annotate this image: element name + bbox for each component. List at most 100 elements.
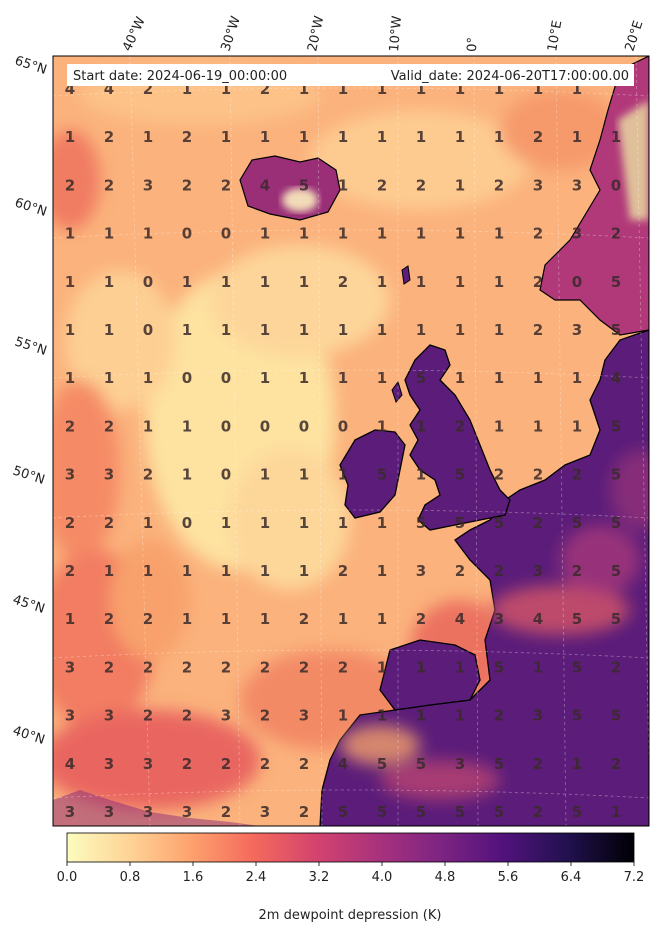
colorbar-ticks: 0.0 0.8 1.6 2.4 3.2 4.0 4.8 5.6 6.4 7.2 (57, 862, 645, 885)
grid-value: 1 (338, 707, 348, 725)
lon-label: 40°W (120, 15, 149, 54)
grid-value: 0 (260, 417, 270, 435)
grid-value: 1 (143, 369, 153, 387)
grid-value: 3 (572, 176, 582, 194)
grid-value: 2 (455, 417, 465, 435)
grid-value: 2 (338, 658, 348, 676)
colorbar-tick-label: 5.6 (498, 870, 519, 885)
grid-value: 1 (182, 466, 192, 484)
colorbar-tick-label: 2.4 (246, 870, 267, 885)
grid-value: 1 (143, 562, 153, 580)
grid-value: 1 (572, 417, 582, 435)
grid-value: 2 (299, 755, 309, 773)
grid-value: 2 (182, 707, 192, 725)
grid-value: 2 (104, 610, 114, 628)
grid-value: 2 (299, 610, 309, 628)
grid-value: 2 (611, 225, 621, 243)
grid-value: 1 (494, 369, 504, 387)
grid-value: 1 (260, 466, 270, 484)
colorbar-gradient (66, 832, 635, 863)
grid-value: 0 (221, 369, 231, 387)
grid-value: 2 (182, 128, 192, 146)
grid-value: 1 (338, 128, 348, 146)
grid-value: 1 (143, 225, 153, 243)
lat-label: 40°N (11, 724, 47, 748)
grid-value: 3 (104, 755, 114, 773)
grid-value: 3 (65, 707, 75, 725)
map-border (52, 55, 650, 827)
grid-value: 1 (104, 562, 114, 580)
lon-label: 0° (465, 37, 481, 52)
colorbar-label: 2m dewpoint depression (K) (259, 908, 442, 923)
grid-value: 3 (299, 707, 309, 725)
grid-value: 5 (611, 514, 621, 532)
grid-value: 1 (455, 176, 465, 194)
grid-value: 0 (299, 417, 309, 435)
grid-value: 5 (572, 707, 582, 725)
grid-value: 1 (143, 514, 153, 532)
grid-value: 1 (299, 466, 309, 484)
grid-value: 1 (104, 369, 114, 387)
grid-value: 3 (533, 562, 543, 580)
grid-value: 1 (260, 610, 270, 628)
grid-value: 1 (533, 658, 543, 676)
grid-value: 1 (182, 273, 192, 291)
grid-value: 2 (299, 803, 309, 821)
grid-value: 2 (338, 562, 348, 580)
grid-value: 3 (533, 176, 543, 194)
grid-value: 1 (221, 514, 231, 532)
grid-value: 1 (104, 225, 114, 243)
grid-value: 1 (260, 514, 270, 532)
header-background (67, 64, 634, 86)
grid-value: 1 (494, 417, 504, 435)
grid-value: 4 (455, 610, 465, 628)
grid-value: 3 (65, 803, 75, 821)
grid-value: 0 (338, 417, 348, 435)
grid-value: 0 (572, 273, 582, 291)
grid-value: 5 (455, 803, 465, 821)
grid-value: 2 (143, 80, 153, 98)
grid-value: 1 (182, 562, 192, 580)
grid-value: 1 (299, 80, 309, 98)
grid-value: 3 (221, 707, 231, 725)
grid-value: 1 (338, 225, 348, 243)
grid-value: 1 (494, 128, 504, 146)
grid-value: 4 (611, 369, 621, 387)
grid-value: 1 (377, 658, 387, 676)
ireland-land (339, 429, 406, 519)
grid-value: 5 (455, 514, 465, 532)
grid-value: 1 (611, 803, 621, 821)
grid-value: 1 (377, 707, 387, 725)
grid-value: 1 (455, 225, 465, 243)
grid-value: 1 (416, 707, 426, 725)
grid-value: 5 (494, 658, 504, 676)
grid-value: 2 (260, 80, 270, 98)
grid-value: 3 (533, 707, 543, 725)
grid-value: 0 (221, 417, 231, 435)
grid-value: 1 (416, 273, 426, 291)
grid-value: 5 (494, 514, 504, 532)
colorbar-tick-label: 7.2 (624, 870, 645, 885)
grid-value: 1 (299, 369, 309, 387)
colorbar-tick-label: 0.8 (120, 870, 141, 885)
grid-value: 5 (611, 273, 621, 291)
grid-value: 3 (572, 225, 582, 243)
grid-value: 1 (377, 273, 387, 291)
grid-value: 2 (143, 610, 153, 628)
grid-value: 1 (182, 610, 192, 628)
colorbar: 0.0 0.8 1.6 2.4 3.2 4.0 4.8 5.6 6.4 7.2 2m dewpoi… (57, 832, 645, 923)
lon-label: 30°W (219, 14, 244, 53)
grid-value: 2 (494, 176, 504, 194)
grid-value: 5 (611, 707, 621, 725)
grid-value: 2 (533, 321, 543, 339)
dewpoint-field-shading (53, 65, 620, 810)
grid-value: 2 (533, 514, 543, 532)
grid-value: 1 (455, 369, 465, 387)
grid-value: 2 (533, 755, 543, 773)
grid-value: 2 (182, 658, 192, 676)
grid-value: 1 (416, 321, 426, 339)
grid-value: 2 (494, 562, 504, 580)
grid-value: 1 (299, 321, 309, 339)
grid-value: 1 (143, 417, 153, 435)
lat-label: 60°N (13, 196, 49, 220)
